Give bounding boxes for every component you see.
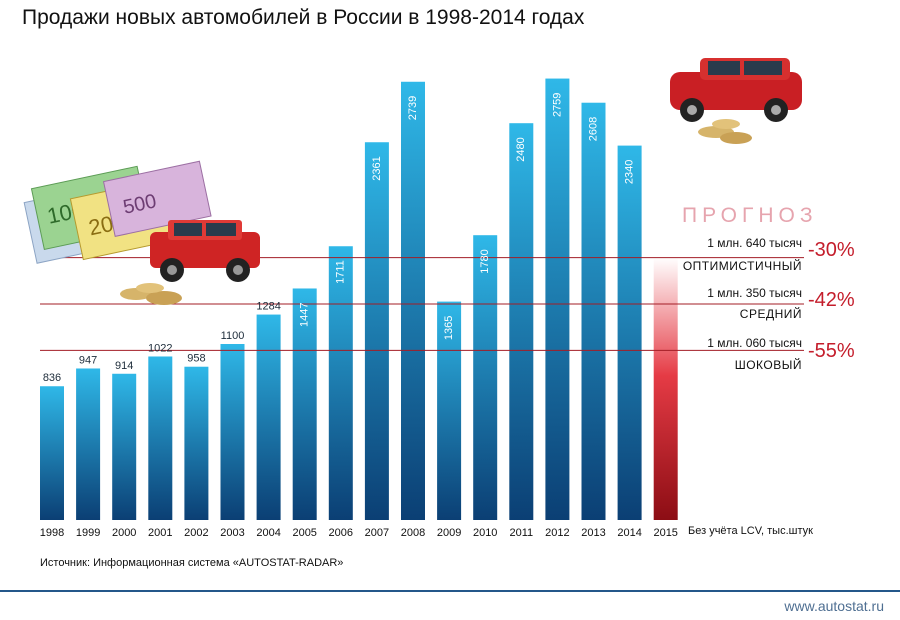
scenario-medium-amount: 1 млн. 350 тысяч: [707, 286, 802, 300]
bar-2006: [328, 246, 353, 521]
x-tick-2006: 2006: [329, 527, 353, 539]
bar-2007: [364, 142, 389, 521]
x-tick-2005: 2005: [292, 527, 316, 539]
bar-2014: [617, 145, 642, 520]
source-note: Источник: Информационная система «AUTOST…: [40, 557, 344, 569]
bar-label-2004: 1284: [256, 301, 280, 313]
bar-2008: [401, 81, 425, 520]
bar-label-2010: 1780: [479, 249, 491, 273]
forecast-bar-2015: [653, 257, 678, 520]
scenario-shock-percent: -55%: [808, 340, 855, 362]
unit-note: Без учёта LCV, тыс.штук: [688, 525, 813, 537]
scenario-shock-amount: 1 млн. 060 тысяч: [707, 336, 802, 350]
bar-label-1999: 947: [79, 354, 97, 366]
x-tick-2011: 2011: [509, 527, 533, 539]
site-url-link[interactable]: www.autostat.ru: [784, 598, 884, 614]
x-tick-2002: 2002: [184, 527, 208, 539]
scenario-optimistic-percent: -30%: [808, 239, 855, 261]
bar-label-2006: 1711: [335, 260, 347, 284]
x-tick-2000: 2000: [112, 527, 136, 539]
x-tick-2012: 2012: [545, 527, 569, 539]
scenario-optimistic-name: ОПТИМИСТИЧНЫЙ: [682, 259, 802, 273]
bar-label-2013: 2608: [587, 117, 599, 141]
bar-2009: [437, 301, 462, 520]
bar-2013: [581, 102, 606, 520]
bar-label-2014: 2340: [624, 160, 636, 184]
bar-label-2003: 1100: [221, 330, 245, 342]
bar-2001: [148, 356, 173, 520]
bar-labels-layer: 836 947 914 1022 958 1100 1284 1447 1711 2361 2739…: [43, 93, 636, 385]
car-and-coins-illustration: [670, 58, 802, 144]
bar-label-2009: 1365: [443, 316, 455, 340]
forecast-heading: ПРОГНОЗ: [682, 204, 818, 227]
x-tick-1999: 1999: [76, 527, 100, 539]
money-and-car-illustration: 100 200 500: [23, 160, 260, 305]
scenario-shock-name: ШОКОВЫЙ: [734, 358, 802, 372]
bar-label-2012: 2759: [551, 93, 563, 117]
bar-label-2005: 1447: [299, 302, 311, 326]
scenario-medium-name: СРЕДНИЙ: [739, 307, 802, 321]
bar-label-2007: 2361: [371, 156, 383, 180]
x-tick-2015: 2015: [653, 527, 677, 539]
bar-2004: [256, 314, 281, 520]
chart-title: Продажи новых автомобилей в России в 199…: [22, 6, 585, 29]
bar-2002: [184, 366, 209, 520]
bar-label-1998: 836: [43, 372, 61, 384]
bar-label-2000: 914: [115, 360, 133, 372]
bar-label-2002: 958: [187, 353, 205, 365]
bars-layer: [40, 78, 678, 521]
bar-2010: [473, 235, 498, 520]
bar-label-2001: 1022: [148, 342, 172, 354]
x-tick-2007: 2007: [365, 527, 389, 539]
x-tick-2009: 2009: [437, 527, 461, 539]
x-tick-2013: 2013: [581, 527, 605, 539]
bar-2011: [509, 123, 534, 520]
x-axis-ticks-layer: 1998 1999 2000 2001 2002 2003 2004 2005 2006 2007…: [40, 527, 678, 539]
scenario-optimistic-amount: 1 млн. 640 тысяч: [707, 236, 802, 250]
x-tick-2008: 2008: [401, 527, 425, 539]
bar-label-2011: 2480: [515, 137, 527, 161]
bar-1998: [40, 386, 64, 520]
x-tick-2003: 2003: [220, 527, 244, 539]
bar-2003: [220, 344, 245, 520]
x-tick-2010: 2010: [473, 527, 497, 539]
x-tick-1998: 1998: [40, 527, 64, 539]
bar-label-2008: 2739: [407, 96, 419, 120]
scenario-medium-percent: -42%: [808, 289, 855, 311]
bar-2005: [292, 288, 317, 520]
bar-2012: [545, 78, 570, 520]
x-tick-2004: 2004: [256, 527, 280, 539]
bar-1999: [76, 368, 101, 520]
bar-2000: [112, 373, 137, 520]
x-tick-2014: 2014: [617, 527, 641, 539]
footer-divider: [0, 590, 900, 592]
x-tick-2001: 2001: [148, 527, 172, 539]
